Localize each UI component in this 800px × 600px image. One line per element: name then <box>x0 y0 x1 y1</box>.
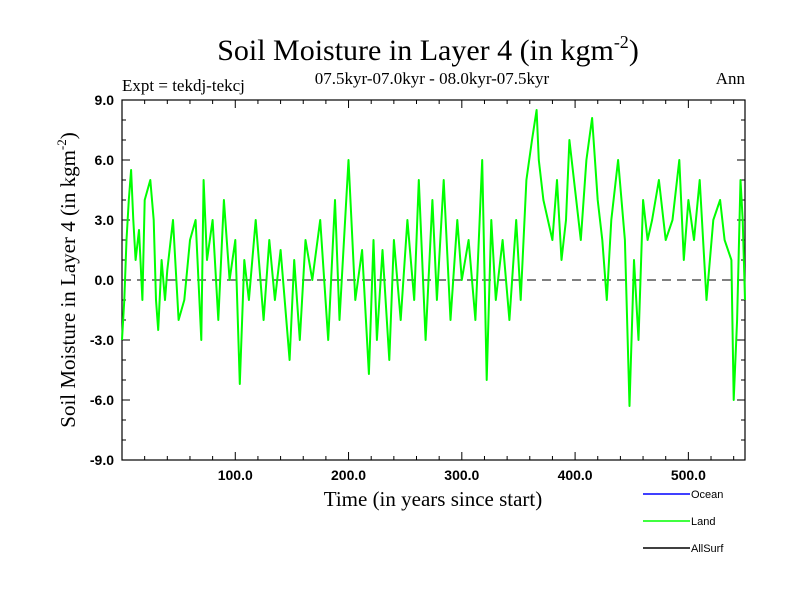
chart-title-main: Soil Moisture in Layer 4 (in kgm <box>217 34 614 67</box>
series-layer <box>121 109 746 407</box>
chart-title-sup: -2 <box>614 32 629 52</box>
season-label: Ann <box>716 69 746 88</box>
x-tick-label: 100.0 <box>218 467 253 483</box>
y-axis-label-main: Soil Moisture in Layer 4 (in kgm <box>56 150 80 428</box>
y-tick-label: 9.0 <box>95 92 115 108</box>
series-line-land <box>121 109 746 407</box>
y-tick-label: 0.0 <box>95 272 115 288</box>
y-tick-label: -6.0 <box>90 392 114 408</box>
chart-subtitle: 07.5kyr-07.0kyr - 08.0kyr-07.5kyr <box>315 69 550 88</box>
y-axis-label-sup: -2 <box>54 139 69 150</box>
x-tick-label: 500.0 <box>671 467 706 483</box>
y-axis-label-close: ) <box>56 132 80 139</box>
chart-title: Soil Moisture in Layer 4 (in kgm-2) <box>217 32 639 67</box>
x-axis: 100.0 200.0 300.0 400.0 500.0 <box>144 100 735 483</box>
y-tick-label: -3.0 <box>90 332 114 348</box>
x-tick-label: 400.0 <box>558 467 593 483</box>
y-axis-label: Soil Moisture in Layer 4 (in kgm-2) <box>54 132 80 427</box>
x-tick-label: 300.0 <box>444 467 479 483</box>
experiment-label: Expt = tekdj-tekcj <box>122 76 245 95</box>
legend-label-land: Land <box>691 516 715 528</box>
x-tick-label: 200.0 <box>331 467 366 483</box>
y-tick-label: 3.0 <box>95 212 115 228</box>
y-tick-label: -9.0 <box>90 452 114 468</box>
legend-label-ocean: Ocean <box>691 489 723 501</box>
chart-title-close: ) <box>629 34 639 67</box>
legend: Ocean Land AllSurf <box>643 489 724 555</box>
x-axis-label: Time (in years since start) <box>324 487 543 511</box>
legend-label-allsurf: AllSurf <box>691 543 724 555</box>
y-tick-label: 6.0 <box>95 152 115 168</box>
